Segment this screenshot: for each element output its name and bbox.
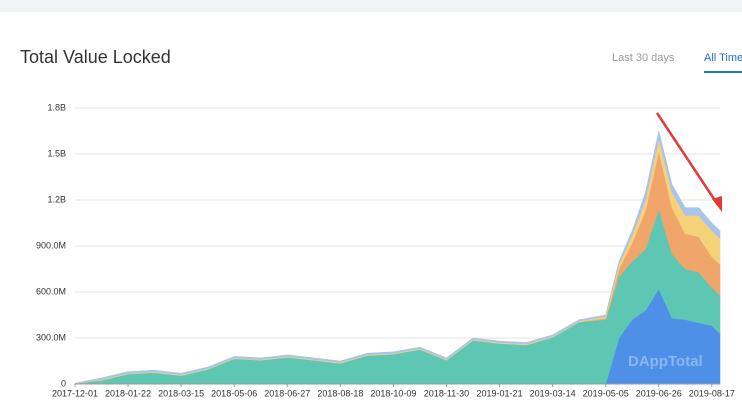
y-tick-label: 0 [61, 378, 66, 388]
y-tick-label: 1.2B [47, 194, 66, 204]
tab[interactable]: Last 30 days [612, 52, 675, 64]
tab[interactable]: All Time [704, 52, 742, 64]
y-tick-label: 900.0M [36, 240, 66, 250]
y-tick-label: 600.0M [36, 286, 66, 296]
x-tick-label: 2018-06-27 [264, 388, 310, 398]
x-tick-label: 2018-01-22 [105, 388, 151, 398]
arrow-head [712, 196, 722, 212]
x-tick-label: 2017-12-01 [52, 388, 98, 398]
x-tick-label: 2018-08-18 [317, 388, 363, 398]
top-strip [0, 0, 742, 12]
y-tick-label: 1.8B [47, 102, 66, 112]
arrow [655, 112, 720, 206]
chart-title: Total Value Locked [20, 47, 171, 67]
x-tick-label: 2019-06-26 [636, 388, 682, 398]
plot: 0 300.0M 600.0M 900.0M 1.2B 1.5B 1.8B 2017-12-0… [36, 102, 735, 398]
x-tick-label: 2019-08-17 [689, 388, 735, 398]
x-tick-label: 2018-10-09 [370, 388, 416, 398]
x-tick-label: 2019-05-05 [583, 388, 629, 398]
y-tick-label: 1.5B [47, 148, 66, 158]
x-tick-label: 2019-03-14 [530, 388, 576, 398]
x-tick-label: 2019-01-21 [477, 388, 523, 398]
area [74, 130, 721, 384]
watermark: DAppTotal [628, 353, 703, 370]
y-tick-label: 300.0M [36, 332, 66, 342]
x-tick-label: 2018-03-15 [158, 388, 204, 398]
x-tick-label: 2018-05-06 [211, 388, 257, 398]
x-tick-label: 2018-11-30 [424, 388, 469, 398]
